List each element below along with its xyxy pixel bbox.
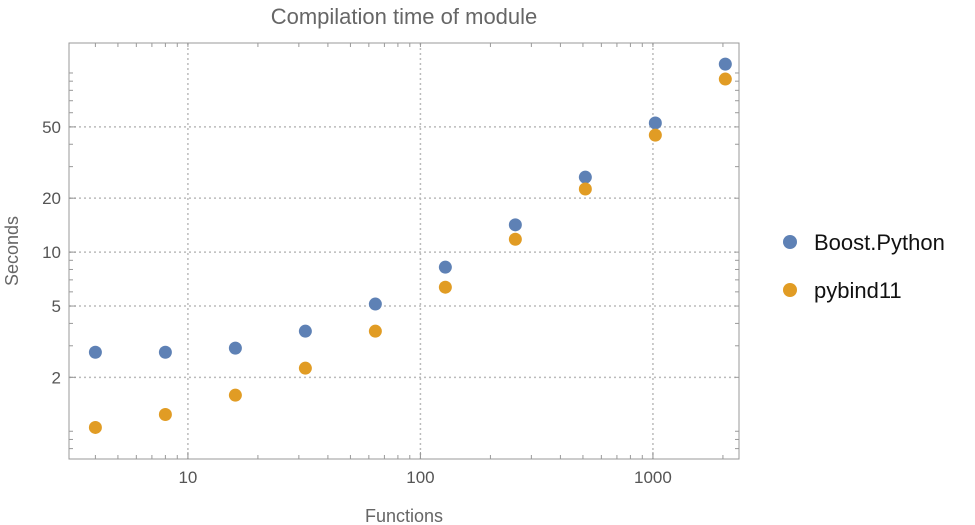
legend: Boost.Python pybind11 [783, 230, 945, 303]
data-point-pybind11 [438, 280, 452, 294]
x-axis-label: Functions [365, 506, 443, 525]
data-point-pybind11 [648, 128, 662, 142]
plot-frame [68, 42, 740, 460]
legend-label-boost-python: Boost.Python [814, 230, 945, 255]
y-tick-label: 5 [52, 297, 61, 316]
data-point-boost-python [88, 345, 102, 359]
data-point-boost-python [648, 116, 662, 130]
axis-ticks: 10 100 1000 2 5 10 20 50 [42, 43, 739, 487]
data-point-pybind11 [158, 408, 172, 422]
data-point-boost-python [158, 345, 172, 359]
y-axis-label: Seconds [2, 216, 22, 286]
x-tick-label: 1000 [634, 468, 672, 487]
data-point-boost-python [718, 57, 732, 71]
data-point-pybind11 [228, 388, 242, 402]
data-point-pybind11 [578, 182, 592, 196]
data-point-pybind11 [718, 72, 732, 86]
x-tick-label: 10 [178, 468, 197, 487]
data-point-boost-python [368, 297, 382, 311]
legend-label-pybind11: pybind11 [814, 278, 902, 303]
x-tick-label: 100 [406, 468, 434, 487]
legend-marker-pybind11 [783, 283, 797, 297]
data-points [88, 57, 732, 434]
y-tick-label: 10 [42, 243, 61, 262]
legend-marker-boost-python [783, 235, 797, 249]
y-tick-label: 20 [42, 189, 61, 208]
data-point-pybind11 [508, 232, 522, 246]
y-tick-label: 2 [52, 368, 61, 387]
data-point-boost-python [438, 260, 452, 274]
data-point-boost-python [578, 170, 592, 184]
y-tick-label: 50 [42, 118, 61, 137]
data-point-pybind11 [88, 420, 102, 434]
chart-title: Compilation time of module [271, 4, 538, 29]
data-point-pybind11 [298, 361, 312, 375]
grid [69, 43, 739, 459]
data-point-boost-python [298, 324, 312, 338]
data-point-boost-python [228, 341, 242, 355]
data-point-boost-python [508, 218, 522, 232]
data-point-pybind11 [368, 324, 382, 338]
